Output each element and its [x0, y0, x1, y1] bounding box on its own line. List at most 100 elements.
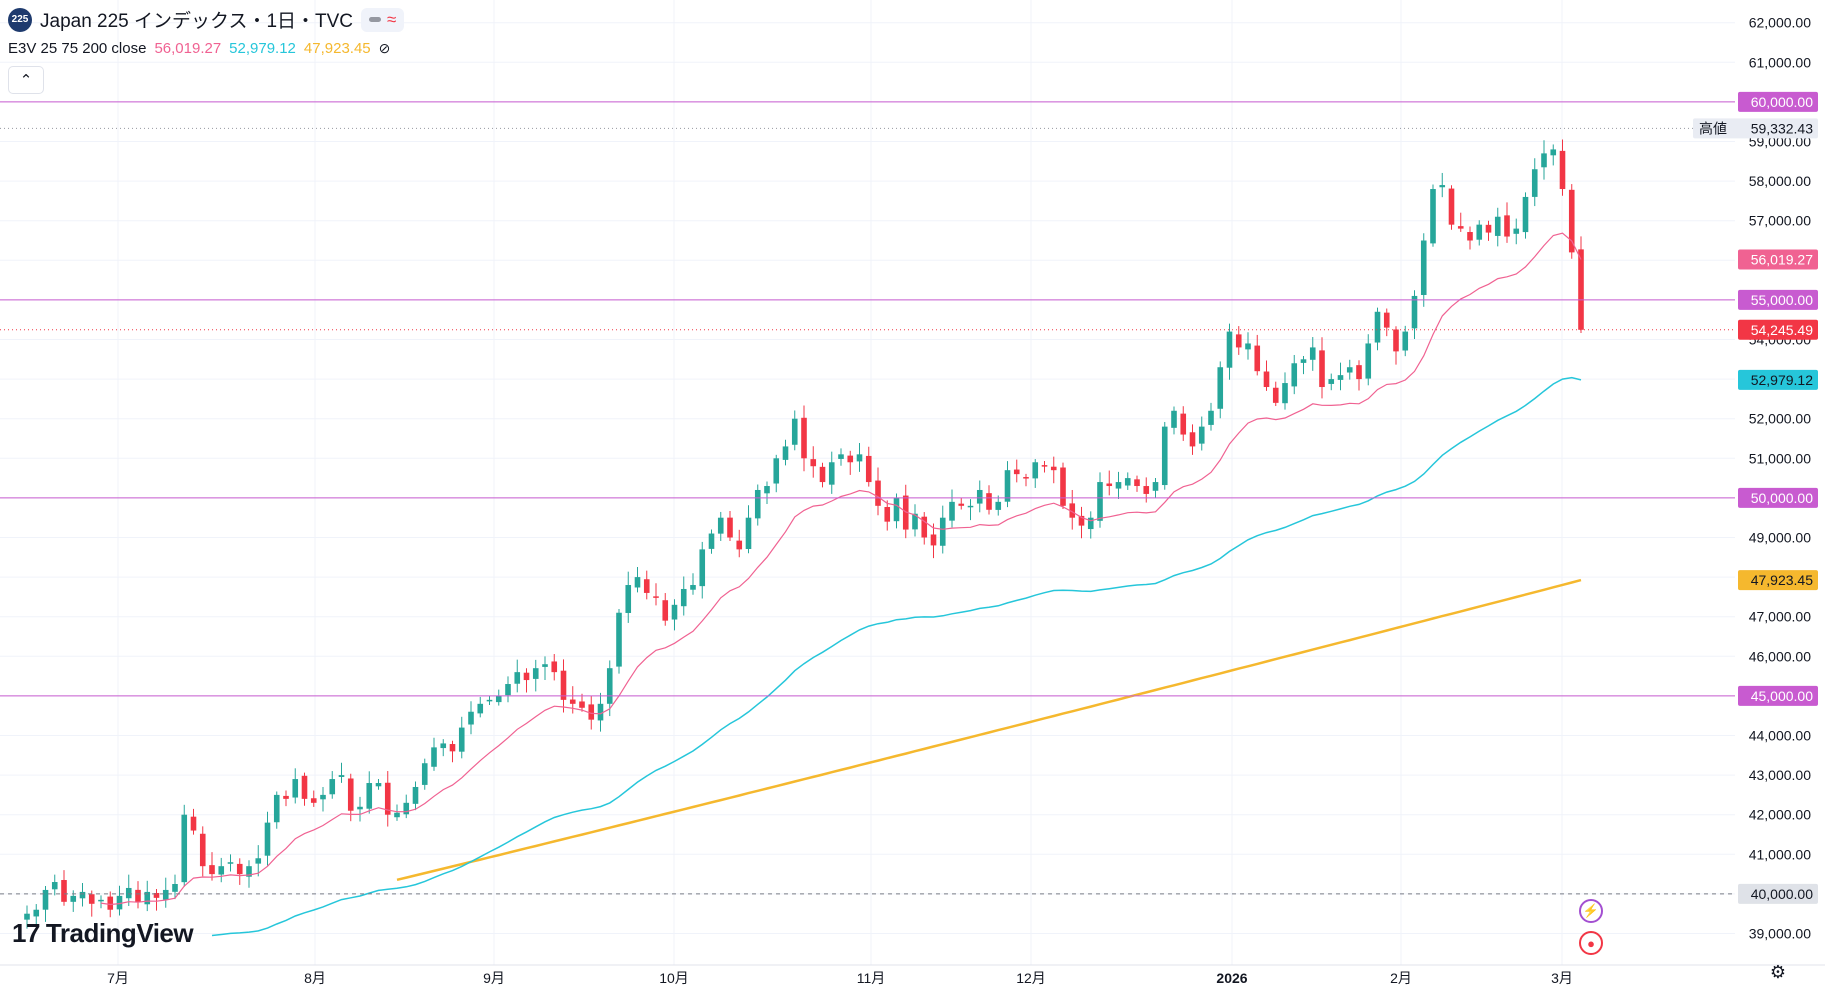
candle-body[interactable] — [986, 493, 992, 510]
candle-body[interactable] — [1337, 375, 1344, 380]
candle-body[interactable] — [1171, 410, 1177, 428]
candle-body[interactable] — [1309, 347, 1316, 360]
candle-body[interactable] — [1013, 469, 1020, 475]
candle-body[interactable] — [375, 783, 382, 787]
candle-body[interactable] — [310, 798, 317, 803]
candle-body[interactable] — [116, 895, 123, 910]
candle-body[interactable] — [181, 814, 188, 883]
indicator-legend[interactable]: E3V 25 75 200 close 56,019.27 52,979.12 … — [8, 40, 390, 57]
candle-body[interactable] — [1504, 215, 1510, 237]
candle-body[interactable] — [273, 794, 280, 823]
candle-body[interactable] — [1282, 383, 1288, 404]
candle-body[interactable] — [61, 880, 67, 902]
candle-body[interactable] — [347, 778, 354, 811]
candle-body[interactable] — [190, 816, 197, 831]
candle-body[interactable] — [394, 812, 400, 818]
candle-body[interactable] — [477, 703, 484, 714]
candle-body[interactable] — [1522, 196, 1529, 233]
candle-body[interactable] — [264, 822, 271, 856]
candle-body[interactable] — [384, 782, 391, 815]
candle-body[interactable] — [1393, 329, 1399, 352]
candle-body[interactable] — [1208, 410, 1214, 425]
candle-body[interactable] — [1494, 216, 1501, 236]
candle-body[interactable] — [560, 670, 567, 700]
candle-body[interactable] — [902, 495, 909, 530]
candle-body[interactable] — [209, 865, 215, 875]
candle-body[interactable] — [292, 779, 299, 798]
candle-body[interactable] — [588, 704, 595, 720]
candle-body[interactable] — [1245, 343, 1251, 350]
candle-body[interactable] — [875, 480, 881, 506]
candle-body[interactable] — [976, 489, 983, 504]
candle-body[interactable] — [1291, 363, 1298, 387]
candle-body[interactable] — [662, 600, 669, 621]
candle-body[interactable] — [98, 899, 104, 902]
candle-body[interactable] — [1050, 466, 1057, 471]
candle-body[interactable] — [495, 695, 502, 703]
candle-body[interactable] — [1161, 426, 1168, 486]
candle-body[interactable] — [754, 489, 761, 519]
candle-body[interactable] — [1226, 331, 1233, 368]
candle-body[interactable] — [1152, 482, 1159, 491]
candle-body[interactable] — [1023, 477, 1029, 479]
candle-body[interactable] — [1402, 331, 1409, 351]
candle-body[interactable] — [431, 747, 437, 767]
candle-body[interactable] — [606, 668, 613, 704]
candle-body[interactable] — [338, 775, 345, 777]
candle-body[interactable] — [912, 513, 918, 530]
candle-body[interactable] — [236, 863, 243, 875]
collapse-legend-button[interactable]: ⌃ — [8, 66, 44, 94]
candle-body[interactable] — [995, 501, 1002, 510]
lightning-icon[interactable]: ⚡ — [1579, 899, 1603, 923]
candle-body[interactable] — [42, 889, 49, 910]
candle-body[interactable] — [1550, 149, 1557, 156]
candle-body[interactable] — [727, 517, 733, 538]
candle-body[interactable] — [1476, 224, 1483, 240]
candle-body[interactable] — [24, 913, 30, 920]
candle-body[interactable] — [542, 664, 548, 667]
candle-body[interactable] — [1032, 462, 1039, 479]
candle-body[interactable] — [1272, 387, 1279, 403]
candle-body[interactable] — [135, 889, 141, 902]
candle-body[interactable] — [1217, 367, 1224, 409]
candle-body[interactable] — [1189, 432, 1196, 447]
candle-body[interactable] — [172, 884, 178, 892]
candle-body[interactable] — [893, 497, 900, 522]
candle-body[interactable] — [1235, 334, 1242, 348]
candle-body[interactable] — [551, 661, 558, 673]
candle-body[interactable] — [1513, 228, 1520, 234]
candle-body[interactable] — [1124, 478, 1131, 486]
candle-body[interactable] — [569, 699, 576, 704]
candle-body[interactable] — [403, 802, 410, 815]
candle-body[interactable] — [449, 744, 456, 752]
candle-body[interactable] — [579, 701, 585, 708]
candle-body[interactable] — [801, 417, 807, 459]
record-icon[interactable]: ● — [1579, 931, 1603, 955]
candle-body[interactable] — [366, 783, 373, 809]
candle-body[interactable] — [144, 891, 151, 905]
settings-icon[interactable]: ⚙ — [1769, 962, 1787, 982]
candle-body[interactable] — [930, 534, 937, 546]
candle-body[interactable] — [1578, 249, 1584, 330]
candle-body[interactable] — [33, 909, 40, 917]
symbol-badge[interactable]: 225 — [8, 7, 32, 32]
candle-body[interactable] — [246, 866, 252, 877]
symbol-title[interactable]: Japan 225 インデックス・1日・TVC — [40, 11, 354, 32]
candle-body[interactable] — [329, 779, 336, 795]
candle-body[interactable] — [255, 858, 262, 864]
candle-body[interactable] — [1254, 345, 1261, 372]
candle-body[interactable] — [1420, 240, 1427, 295]
candle-body[interactable] — [736, 540, 743, 550]
candle-body[interactable] — [1439, 185, 1446, 188]
candle-body[interactable] — [958, 503, 965, 506]
candle-body[interactable] — [1457, 226, 1464, 229]
candle-body[interactable] — [320, 794, 326, 800]
candle-body[interactable] — [70, 895, 77, 902]
candle-body[interactable] — [1319, 350, 1325, 388]
candle-body[interactable] — [1328, 379, 1335, 384]
candle-body[interactable] — [532, 668, 539, 679]
candle-body[interactable] — [1448, 188, 1455, 225]
candle-body[interactable] — [51, 882, 58, 890]
candle-body[interactable] — [218, 866, 225, 875]
